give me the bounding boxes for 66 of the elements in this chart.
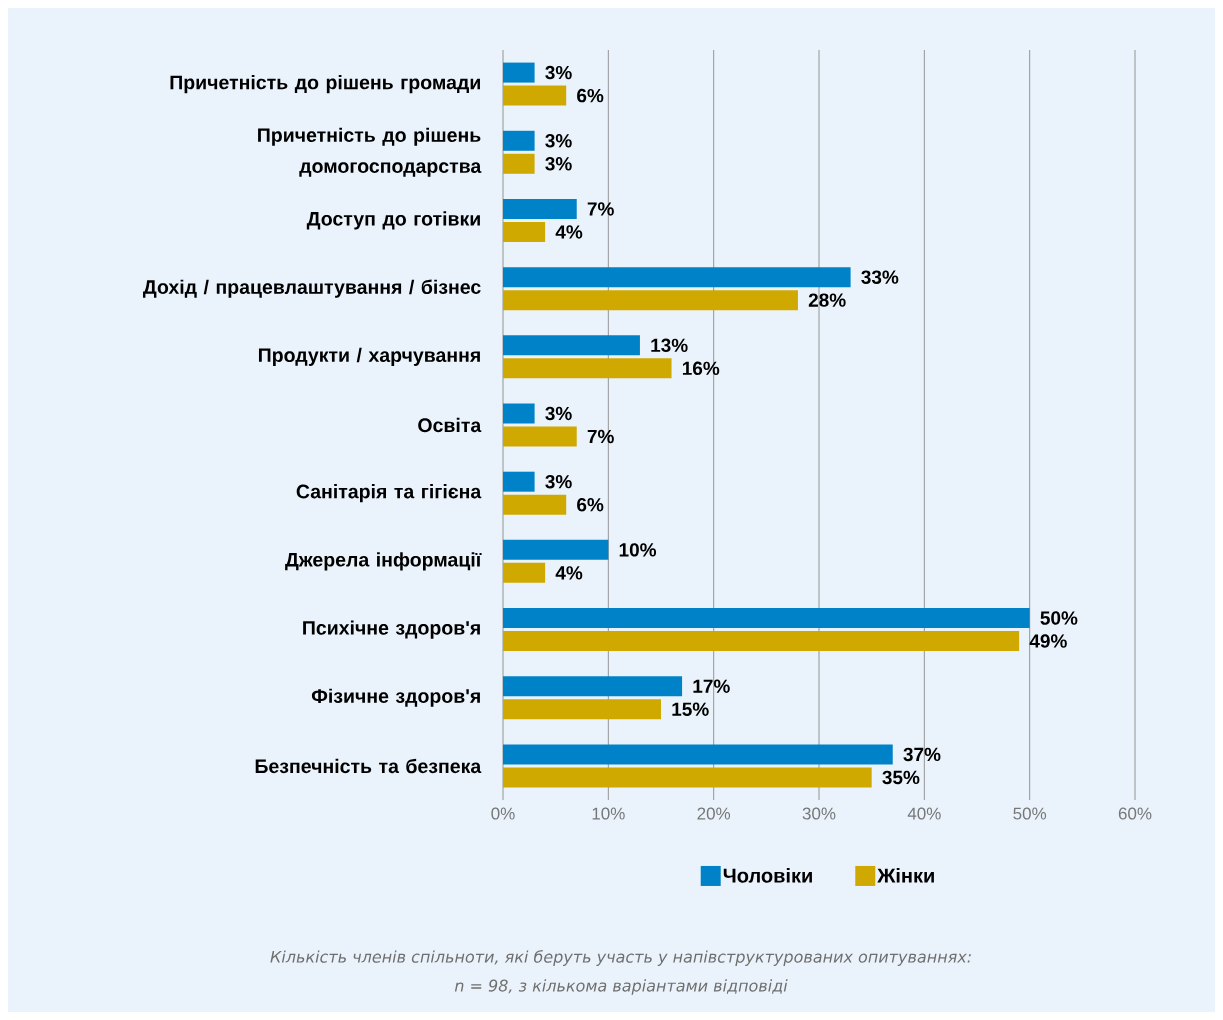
x-tick-label: 60% — [1118, 807, 1152, 820]
y-tick-label: Продукти / харчування — [258, 347, 480, 366]
bar — [503, 290, 798, 311]
x-tick-label: 50% — [1013, 807, 1047, 820]
data-label: 6% — [577, 497, 604, 512]
data-label: 13% — [651, 338, 688, 353]
x-tick-label: 40% — [907, 807, 941, 820]
bar — [503, 744, 893, 765]
data-label: 3% — [545, 134, 572, 148]
bar — [503, 358, 672, 379]
bar — [503, 403, 535, 424]
data-label: 7% — [587, 429, 614, 444]
data-label: 28% — [808, 293, 846, 307]
bar — [503, 335, 640, 356]
y-tick-label: Безпечність та безпека — [255, 758, 482, 774]
bar — [503, 471, 535, 492]
data-label: 4% — [555, 225, 583, 239]
bar — [503, 676, 683, 697]
data-label: 50% — [1040, 611, 1078, 625]
data-label: 3% — [545, 474, 572, 489]
text: n = 98, з кількома варіантами відповіді — [454, 979, 788, 995]
data-label: 3% — [545, 406, 572, 421]
bar — [503, 699, 661, 720]
y-tick-label: Причетність до рішень домогосподарства — [258, 127, 482, 177]
data-label: 3% — [545, 65, 572, 80]
bar — [503, 631, 1020, 652]
data-label: 6% — [577, 88, 604, 103]
bar — [503, 62, 535, 83]
data-label: 17% — [693, 679, 730, 693]
bar — [503, 767, 872, 788]
bar — [503, 539, 609, 560]
bar — [503, 494, 567, 515]
bar — [503, 85, 567, 106]
x-tick-label: 0% — [491, 807, 515, 820]
legend-label: Жінки — [877, 867, 934, 883]
data-label: 7% — [587, 202, 614, 216]
bar — [503, 426, 577, 447]
data-label: 49% — [1029, 634, 1067, 648]
y-tick-label: Доступ до готівки — [306, 211, 480, 230]
data-label: 3% — [545, 157, 572, 171]
text: Кількість членів спільноти, які беруть участь у напівструктурованих опитуваннях: — [270, 950, 971, 966]
y-tick-label: Психічне здоров'я — [303, 620, 480, 639]
y-tick-label: Джерела інформації — [285, 552, 482, 571]
data-label: 15% — [672, 702, 709, 716]
legend-label: Чоловіки — [723, 867, 812, 883]
bar — [503, 562, 546, 583]
data-label: 16% — [682, 361, 720, 376]
data-label: 10% — [619, 543, 657, 557]
y-tick-label: Дохід / працевлаштування / бізнес — [143, 279, 481, 298]
data-label: 37% — [903, 747, 941, 762]
y-tick-label: Причетність до рішень громади — [170, 75, 480, 94]
x-tick-label: 10% — [592, 807, 625, 820]
x-tick-label: 20% — [697, 807, 731, 820]
data-label: 35% — [882, 770, 920, 785]
data-label: 4% — [555, 566, 583, 580]
y-tick-label: Санітарія та гігієна — [296, 484, 482, 503]
bar — [503, 267, 851, 288]
data-label: 33% — [861, 270, 899, 284]
bar — [503, 198, 577, 219]
bar — [503, 130, 535, 151]
bar — [503, 221, 546, 242]
x-tick-label: 30% — [802, 807, 836, 820]
bar — [503, 153, 535, 174]
y-tick-label: Фізичне здоров'я — [311, 688, 480, 707]
y-tick-label: Освіта — [418, 417, 482, 433]
bar — [503, 608, 1030, 629]
